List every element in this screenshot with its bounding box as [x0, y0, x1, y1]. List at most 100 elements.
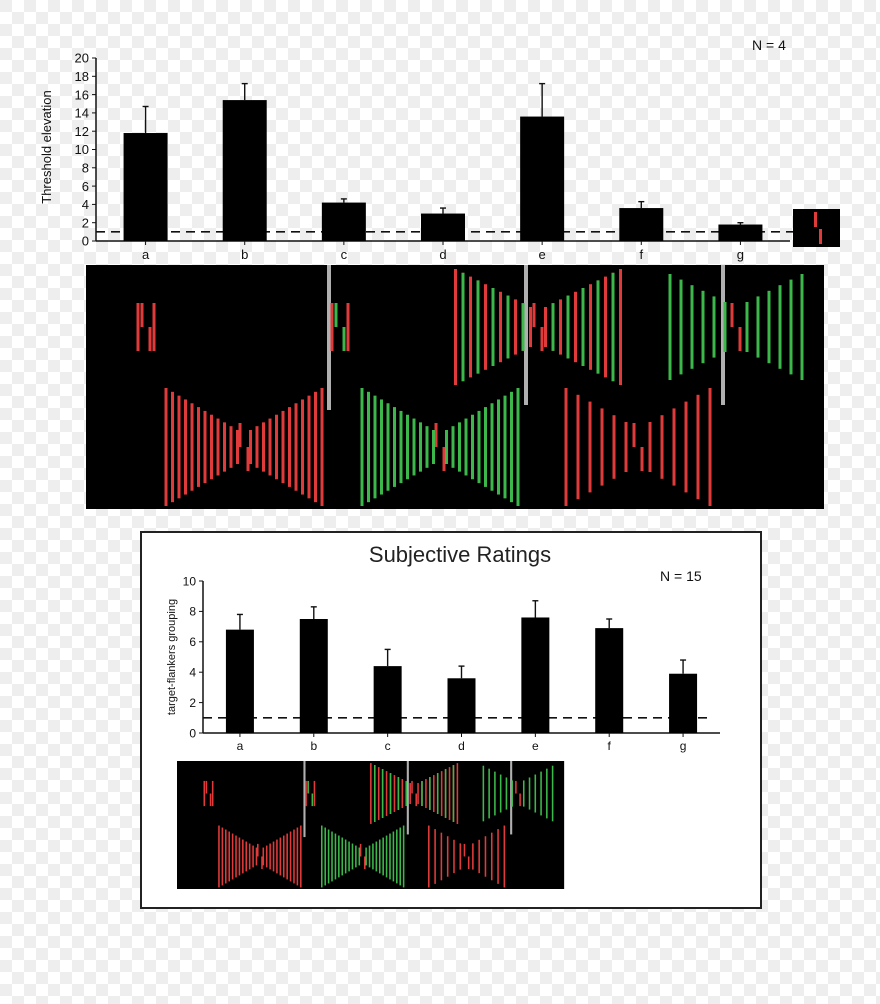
subjective-ratings-chart: Subjective Ratings 0 2 4 6 8 10 a b c d e f g target…	[166, 542, 720, 753]
flanker-line	[378, 839, 381, 874]
flanker-line	[307, 395, 311, 499]
flanker-line	[484, 836, 487, 877]
vernier-bar	[515, 780, 517, 794]
flanker-line	[372, 843, 374, 870]
flanker-line	[581, 288, 585, 366]
flanker-line	[255, 847, 258, 866]
vernier-bar	[442, 447, 446, 471]
flanker-line	[385, 835, 388, 878]
flanker-line	[778, 285, 782, 369]
flanker-line	[596, 280, 600, 374]
flanker-line	[546, 768, 548, 819]
threshold-elevation-chart: 0 2 4 6 8 10 12 14 16 18 20 a b c d e f g Threshold eleva…	[39, 37, 840, 262]
y-tick-label: 6	[82, 179, 89, 194]
flanker-line	[288, 407, 291, 487]
flanker-line	[405, 781, 408, 807]
flanker-line	[276, 839, 278, 874]
flanker-line	[377, 767, 380, 820]
y-tick-label: 0	[82, 234, 89, 249]
vernier-bar	[261, 856, 263, 870]
flanker-line	[604, 276, 607, 378]
y-tick-label: 10	[75, 142, 89, 157]
flanker-line	[491, 288, 495, 366]
flanker-line	[401, 779, 404, 809]
flanker-line	[619, 269, 622, 385]
vernier-bar	[209, 793, 212, 807]
flanker-line	[269, 843, 271, 870]
flanker-line	[488, 768, 490, 819]
flanker-line	[417, 783, 419, 805]
flanker-line	[648, 422, 652, 472]
flanker-line	[497, 399, 500, 495]
x-tick-label: e	[532, 739, 539, 753]
flanker-line	[262, 422, 265, 472]
flanker-line	[444, 769, 447, 818]
y-tick-label: 4	[82, 197, 89, 212]
flanker-line	[351, 843, 354, 870]
flanker-line	[301, 399, 304, 495]
vernier-bar	[238, 423, 242, 447]
flanker-line	[478, 839, 480, 874]
flanker-line	[203, 410, 207, 484]
flanker-line	[559, 299, 562, 355]
flanker-line	[428, 825, 430, 888]
flanker-line	[529, 307, 532, 347]
vernier-bar	[730, 303, 734, 327]
x-tick-label: d	[458, 739, 465, 753]
flanker-line	[268, 418, 272, 476]
flanker-line	[679, 279, 683, 375]
flanker-line	[611, 272, 615, 382]
flanker-line	[419, 422, 422, 472]
vernier-bar	[148, 327, 152, 351]
flanker-line	[320, 388, 324, 506]
bar-g	[718, 224, 763, 241]
flanker-line	[334, 833, 337, 880]
flanker-line	[712, 296, 716, 358]
flanker-line	[756, 296, 760, 358]
flanker-line	[249, 430, 252, 464]
flanker-line	[432, 430, 435, 464]
flanker-line	[346, 303, 350, 351]
y-tick-label: 8	[82, 160, 89, 175]
flanker-line	[696, 394, 700, 500]
x-tick-label: g	[737, 247, 744, 262]
bar-f	[619, 208, 664, 241]
x-tick-label: a	[142, 247, 150, 262]
flanker-line	[624, 422, 628, 472]
flanker-line	[456, 763, 459, 824]
vernier-bar	[640, 447, 644, 471]
flanker-line	[389, 773, 392, 814]
flanker-line	[446, 836, 449, 877]
flanker-line	[216, 418, 220, 476]
flanker-line	[484, 284, 487, 370]
flanker-line	[355, 845, 357, 868]
flanker-line	[588, 401, 592, 493]
flanker-line	[589, 284, 592, 370]
vernier-bar	[205, 780, 208, 794]
flanker-line	[265, 845, 268, 868]
flanker-line	[510, 391, 513, 503]
flanker-line	[440, 832, 443, 881]
x-tick-label: f	[639, 247, 643, 262]
flanker-line	[242, 839, 244, 874]
flanker-line	[440, 771, 443, 816]
flanker-line	[373, 395, 377, 499]
flanker-line	[229, 426, 233, 468]
y-tick-label: 12	[75, 124, 89, 139]
flanker-line	[409, 783, 411, 805]
flanker-line	[684, 401, 688, 493]
y-tick-label: 16	[75, 87, 89, 102]
flanker-line	[503, 825, 506, 888]
flanker-line	[499, 291, 502, 363]
y-tick-label: 8	[189, 605, 196, 619]
flanker-line	[164, 388, 168, 506]
flanker-line	[392, 831, 395, 882]
flanker-line	[505, 777, 508, 810]
y-tick-label: 0	[189, 726, 196, 740]
flanker-line	[476, 280, 480, 374]
flanker-line	[551, 765, 554, 822]
flanker-line	[300, 825, 302, 888]
flanker-line	[566, 295, 570, 359]
flanker-line	[348, 841, 350, 872]
flanker-line	[358, 847, 361, 866]
